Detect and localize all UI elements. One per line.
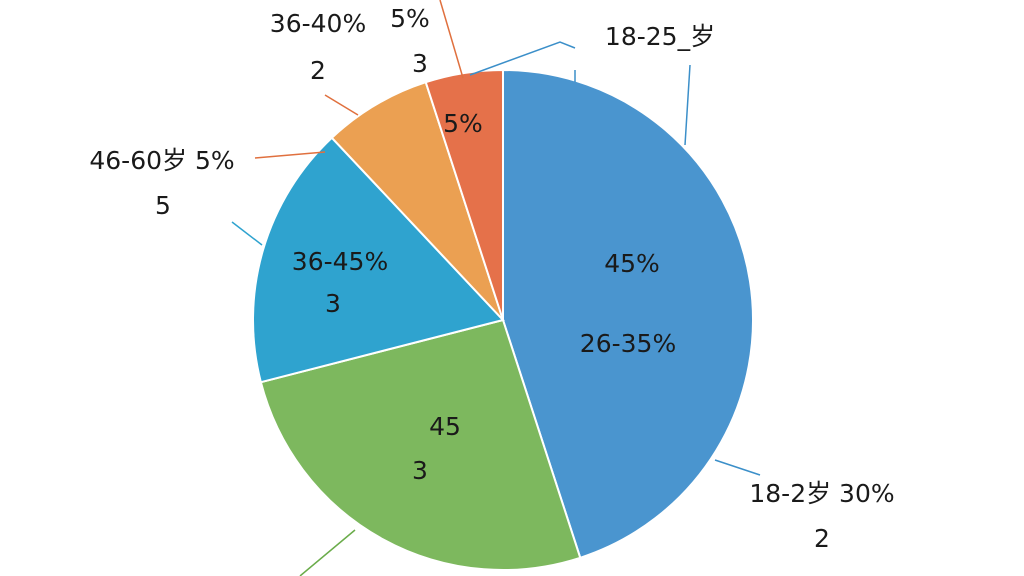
annotation: 2	[310, 56, 326, 85]
annotation: 36-40%	[270, 9, 366, 38]
leader-line	[469, 41, 576, 76]
annotation: 45%	[604, 249, 660, 278]
pie-slice	[252, 136, 505, 384]
annotation: 5	[155, 191, 171, 220]
annotation: 26-35%	[580, 329, 676, 358]
pie-slice	[502, 68, 754, 560]
annotation: 3	[325, 289, 341, 318]
annotation: 45	[429, 412, 461, 441]
annotation: 18-25_岁	[605, 22, 715, 51]
leader-line	[231, 221, 263, 246]
annotation: 3	[412, 456, 428, 485]
leader-line	[439, 0, 464, 79]
annotation: 18-2岁 30%	[749, 479, 894, 508]
leader-line	[254, 151, 326, 159]
annotation: 5%	[443, 109, 483, 138]
leader-lines	[231, 0, 761, 576]
annotation: 2	[814, 524, 830, 553]
pie-slice	[424, 68, 504, 321]
annotation: 5%	[390, 4, 430, 33]
leader-line	[684, 64, 691, 146]
annotation: 36-45%	[292, 247, 388, 276]
leader-line	[299, 529, 356, 576]
leader-line	[714, 459, 761, 476]
annotation: 46-60岁 5%	[89, 146, 234, 175]
pie-slice	[259, 318, 582, 571]
pie	[252, 68, 754, 571]
leader-line	[324, 94, 359, 116]
annotation: 3	[412, 49, 428, 78]
pie-slice	[330, 80, 504, 321]
